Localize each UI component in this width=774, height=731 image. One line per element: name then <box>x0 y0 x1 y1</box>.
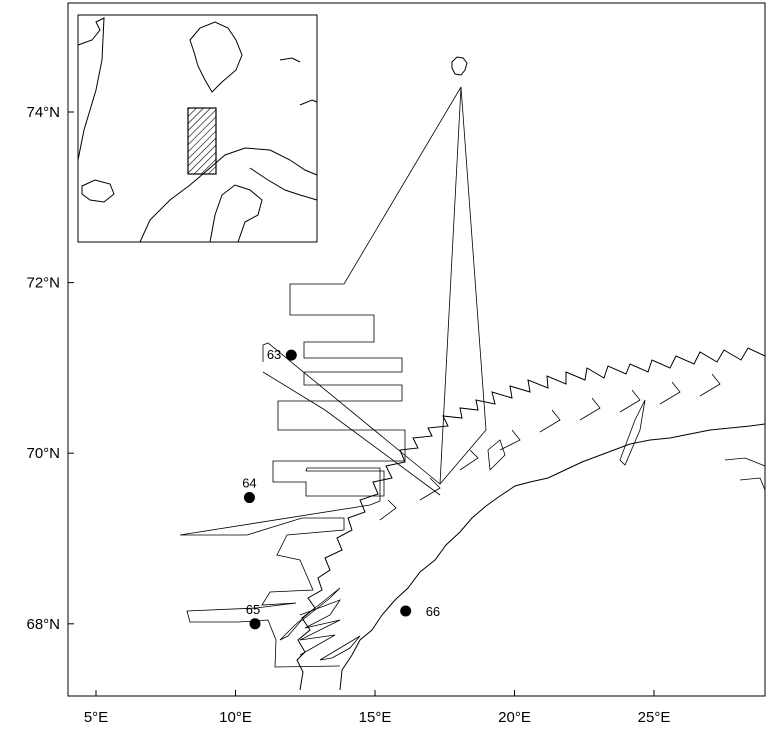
y-tick-label: 70°N <box>26 445 60 462</box>
y-tick-label: 72°N <box>26 275 60 292</box>
y-tick-label: 74°N <box>26 104 60 121</box>
islands-lofoten <box>279 587 361 661</box>
x-tick-label: 10°E <box>219 709 252 726</box>
inset-east-coast <box>279 57 318 106</box>
inset-greenland <box>77 17 105 161</box>
ship-track-diagonal <box>262 371 441 496</box>
station-label-65: 65 <box>246 602 260 617</box>
ship-track-return <box>262 86 487 485</box>
inset-map <box>77 14 318 243</box>
station-label-64: 64 <box>242 476 256 491</box>
x-tick-label: 20°E <box>498 709 531 726</box>
station-marker-66 <box>400 605 412 617</box>
inset-study-area <box>187 107 217 175</box>
stations-layer: 63 64 65 66 <box>242 347 440 630</box>
station-marker-63 <box>285 349 297 361</box>
inset-svalbard <box>189 21 243 93</box>
station-marker-64 <box>243 492 255 504</box>
x-axis: 5°E10°E15°E20°E25°E30°E <box>84 690 671 726</box>
ship-track-south <box>299 599 342 656</box>
coastline-norway <box>296 347 766 691</box>
island-bear <box>451 56 468 76</box>
coastline-inland <box>339 423 766 691</box>
x-tick-label: 5°E <box>84 709 108 726</box>
inset-scandinavia <box>139 147 318 243</box>
station-label-63: 63 <box>267 347 281 362</box>
station-marker-65 <box>249 618 261 630</box>
y-axis: 74°N 72°N 70°N 68°N <box>26 104 74 633</box>
y-tick-label: 68°N <box>26 616 60 633</box>
inset-iceland <box>81 179 115 203</box>
ship-track <box>179 86 462 668</box>
x-tick-label: 25°E <box>638 709 671 726</box>
fjord-lines <box>379 373 766 521</box>
x-tick-label: 15°E <box>359 709 392 726</box>
station-label-66: 66 <box>426 604 440 619</box>
